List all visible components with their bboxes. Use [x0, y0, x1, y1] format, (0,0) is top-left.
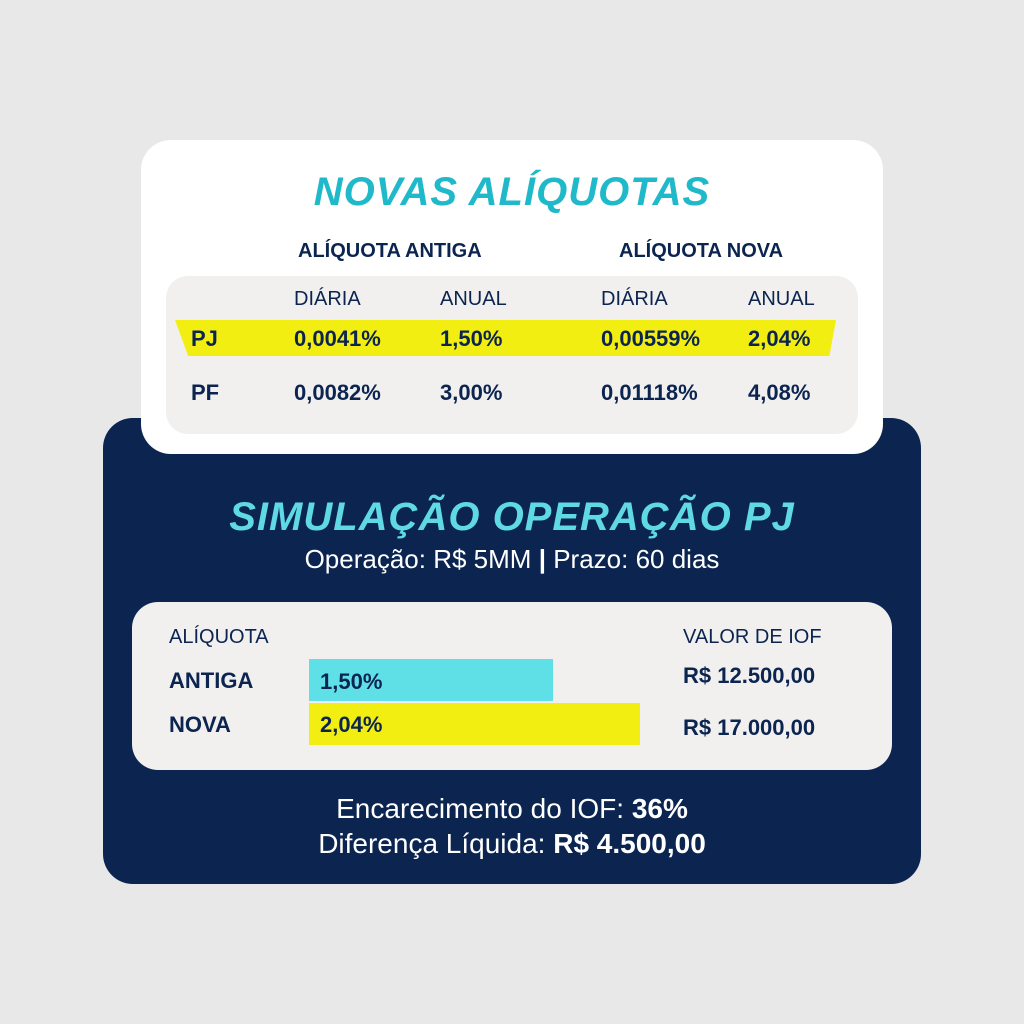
increase-label: Encarecimento do IOF:: [336, 793, 625, 824]
rate-bar-new-value: 2,04%: [320, 712, 383, 737]
subheader-new-annual: ANUAL: [748, 288, 815, 310]
pj-row-highlight: [175, 320, 836, 356]
pj-new-daily: 0,00559%: [601, 326, 701, 351]
difference-value: R$ 4.500,00: [553, 828, 706, 859]
pf-new-annual: 4,08%: [748, 380, 811, 405]
subheader-old-annual: ANUAL: [440, 288, 507, 310]
group-header-old: ALÍQUOTA ANTIGA: [298, 240, 482, 262]
sim-row-label-new: NOVA: [169, 712, 231, 737]
operation-amount: Operação: R$ 5MM: [304, 544, 532, 574]
iof-value-old: R$ 12.500,00: [683, 663, 816, 688]
row-label-pf: PF: [191, 380, 220, 405]
subheader-new-daily: DIÁRIA: [601, 288, 668, 310]
row-label-pj: PJ: [191, 326, 218, 351]
pj-new-annual: 2,04%: [748, 326, 811, 351]
increase-value: 36%: [631, 793, 688, 824]
sim-row-label-old: ANTIGA: [169, 668, 254, 693]
iof-value-new: R$ 17.000,00: [683, 715, 816, 740]
pj-old-daily: 0,0041%: [294, 326, 381, 351]
operation-info: Operação: R$ 5MM | Prazo: 60 dias: [0, 544, 1024, 575]
sim-header-iof: VALOR DE IOF: [683, 626, 822, 648]
sim-header-rate: ALÍQUOTA: [169, 626, 269, 648]
rate-bar-new: [309, 703, 640, 745]
operation-term: Prazo: 60 dias: [553, 544, 720, 574]
group-header-new: ALÍQUOTA NOVA: [619, 240, 784, 262]
simulation-title: SIMULAÇÃO OPERAÇÃO PJ: [229, 495, 795, 539]
pf-old-daily: 0,0082%: [294, 380, 381, 405]
pf-new-daily: 0,01118%: [601, 380, 698, 405]
pf-old-annual: 3,00%: [440, 380, 503, 405]
pj-old-annual: 1,50%: [440, 326, 503, 351]
increase-line: Encarecimento do IOF: 36%: [0, 793, 1024, 825]
rate-bar-old: [309, 659, 553, 701]
difference-line: Diferença Líquida: R$ 4.500,00: [0, 828, 1024, 860]
difference-label: Diferença Líquida:: [318, 828, 546, 859]
rates-title: NOVAS ALÍQUOTAS: [313, 170, 711, 214]
rate-bar-old-value: 1,50%: [320, 669, 383, 694]
operation-separator: |: [538, 544, 546, 574]
subheader-old-daily: DIÁRIA: [294, 288, 361, 310]
